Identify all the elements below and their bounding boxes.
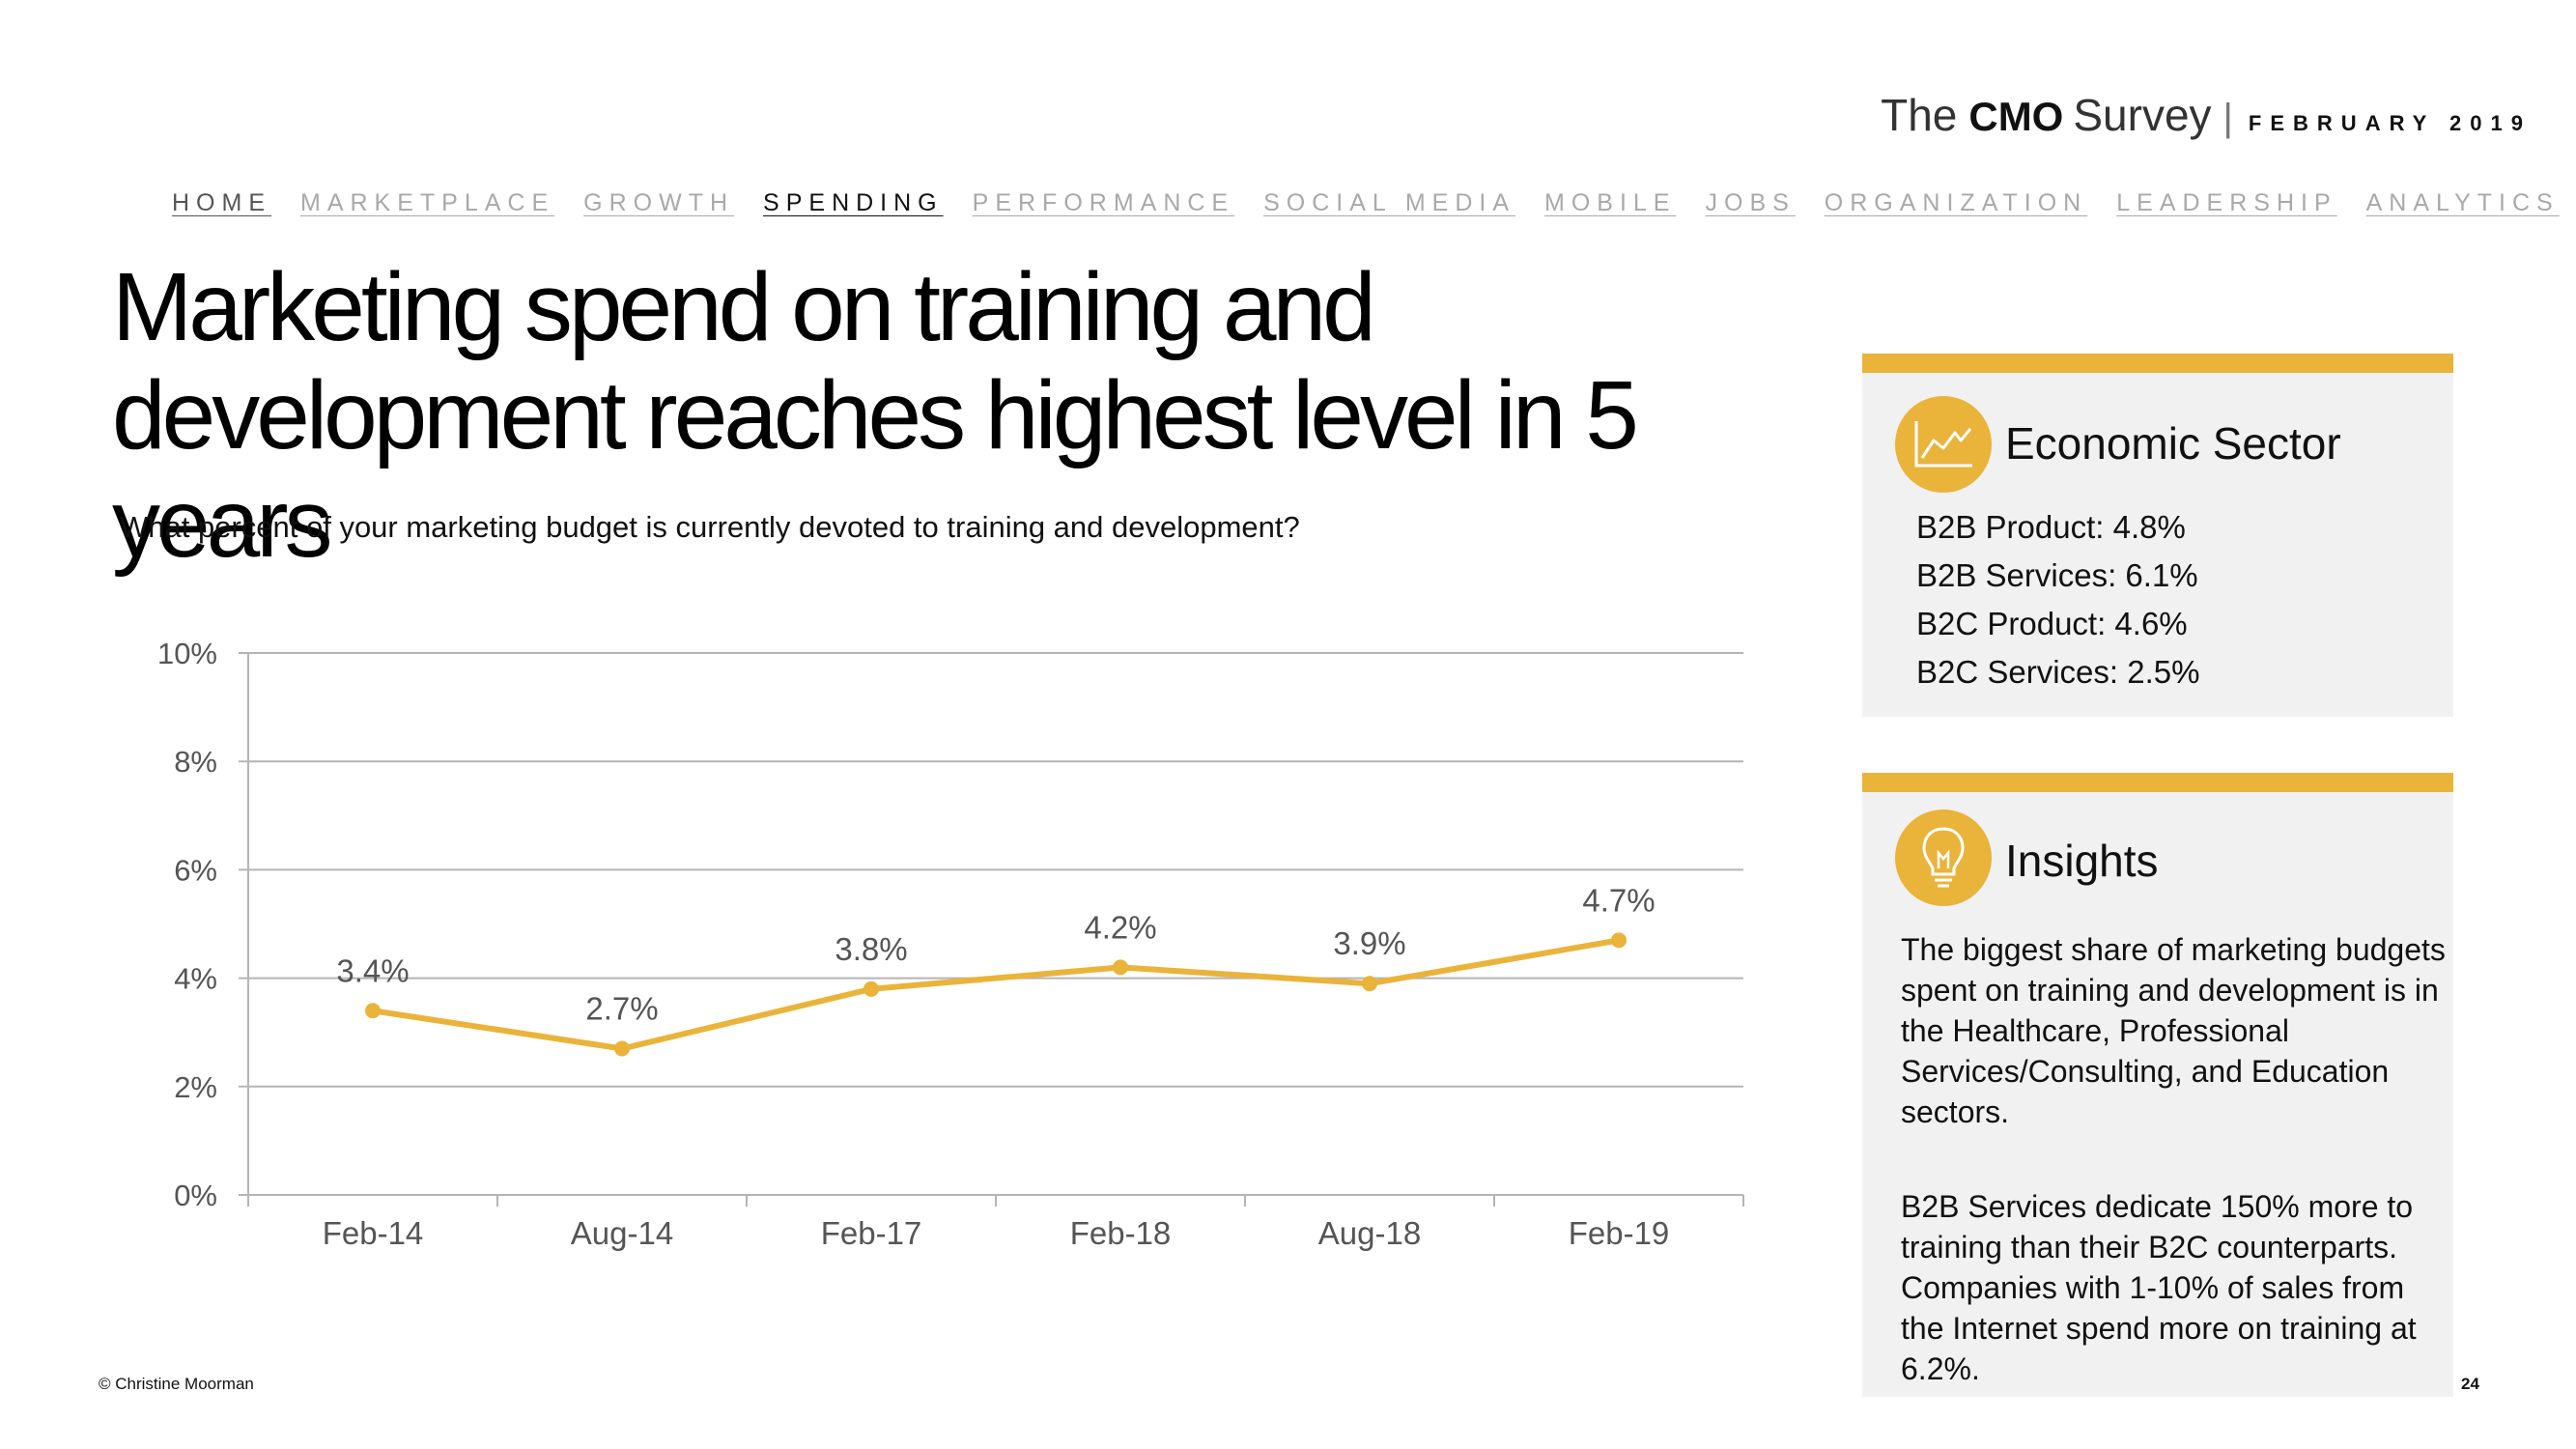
sector-title: Economic Sector (2005, 418, 2341, 469)
data-point (863, 980, 879, 997)
nav-item-spending[interactable]: SPENDING (763, 189, 944, 216)
sector-item: B2C Services: 2.5% (1916, 654, 2200, 690)
nav-item-marketplace[interactable]: MARKETPLACE (300, 189, 555, 216)
data-point (1113, 959, 1128, 976)
brand-survey: Survey (2073, 90, 2212, 140)
page-number: 24 (2461, 1375, 2479, 1393)
nav-item-jobs[interactable]: JOBS (1705, 189, 1796, 216)
insights-panel: Insights The biggest share of marketing … (1862, 773, 2453, 1397)
x-tick-label: Feb-14 (323, 1215, 424, 1251)
sector-list: B2B Product: 4.8% B2B Services: 6.1% B2C… (1916, 503, 2199, 696)
sector-item: B2B Product: 4.8% (1916, 509, 2186, 545)
nav-item-growth[interactable]: GROWTH (583, 189, 735, 216)
insights-title: Insights (2005, 836, 2159, 886)
page-title: Marketing spend on training and developm… (112, 253, 1639, 578)
x-tick-label: Feb-17 (821, 1215, 922, 1251)
lightbulb-icon (1895, 810, 1992, 906)
x-tick-label: Aug-18 (1318, 1215, 1421, 1251)
brand-date: FEBRUARY 2019 (2248, 111, 2532, 135)
nav-item-leadership[interactable]: LEADERSHIP (2116, 189, 2337, 216)
data-point (365, 1003, 381, 1019)
data-label: 4.2% (1084, 909, 1156, 945)
line-chart-icon (1895, 396, 1992, 493)
insights-paragraph-1: The biggest share of marketing budgets s… (1901, 932, 2446, 1129)
chart-question: What percent of your marketing budget is… (120, 510, 1300, 544)
panel-accent-bar (1862, 773, 2453, 792)
y-tick-label: 2% (174, 1070, 217, 1104)
brand-cmo: CMO (1968, 94, 2064, 139)
data-label: 2.7% (585, 991, 658, 1027)
top-navigation: HOME MARKETPLACE GROWTH SPENDING PERFORMANCE… (172, 189, 2576, 217)
y-tick-label: 6% (174, 853, 217, 887)
y-tick-label: 10% (157, 637, 217, 670)
data-point (614, 1040, 630, 1057)
x-tick-label: Feb-19 (1569, 1215, 1670, 1251)
insights-paragraph-2: B2B Services dedicate 150% more to train… (1901, 1189, 2417, 1386)
nav-item-social-media[interactable]: SOCIAL MEDIA (1263, 189, 1516, 216)
line-chart: 0% 2% 4% 6% 8% 10% Feb-14 Aug-14 Feb-17 Feb-18 Aug… (157, 637, 1744, 1251)
data-point (1611, 932, 1627, 949)
data-label: 3.9% (1333, 925, 1405, 961)
nav-item-analytics[interactable]: ANALYTICS (2365, 189, 2560, 216)
nav-item-home[interactable]: HOME (172, 189, 271, 216)
nav-item-performance[interactable]: PERFORMANCE (972, 189, 1235, 216)
y-tick-label: 4% (174, 962, 217, 996)
copyright: © Christine Moorman (99, 1375, 254, 1393)
data-label: 3.4% (336, 952, 409, 988)
brand-the: The (1881, 90, 1958, 140)
panel-accent-bar (1862, 354, 2453, 373)
brand-header: The CMO Survey | FEBRUARY 2019 (1881, 89, 2532, 141)
nav-item-mobile[interactable]: MOBILE (1544, 189, 1677, 216)
x-tick-label: Feb-18 (1070, 1215, 1172, 1251)
series-line (370, 937, 1622, 1052)
data-label: 4.7% (1582, 882, 1655, 918)
economic-sector-panel: Economic Sector B2B Product: 4.8% B2B Se… (1862, 354, 2453, 717)
nav-item-organization[interactable]: ORGANIZATION (1824, 189, 2088, 216)
sector-item: B2B Services: 6.1% (1916, 557, 2198, 593)
sector-item: B2C Product: 4.6% (1916, 606, 2188, 641)
x-tick-label: Aug-14 (571, 1215, 673, 1251)
y-tick-label: 0% (174, 1179, 217, 1212)
brand-separator: | (2222, 97, 2233, 139)
y-tick-label: 8% (174, 745, 217, 779)
data-point (1362, 976, 1377, 992)
data-label: 3.8% (835, 931, 907, 967)
